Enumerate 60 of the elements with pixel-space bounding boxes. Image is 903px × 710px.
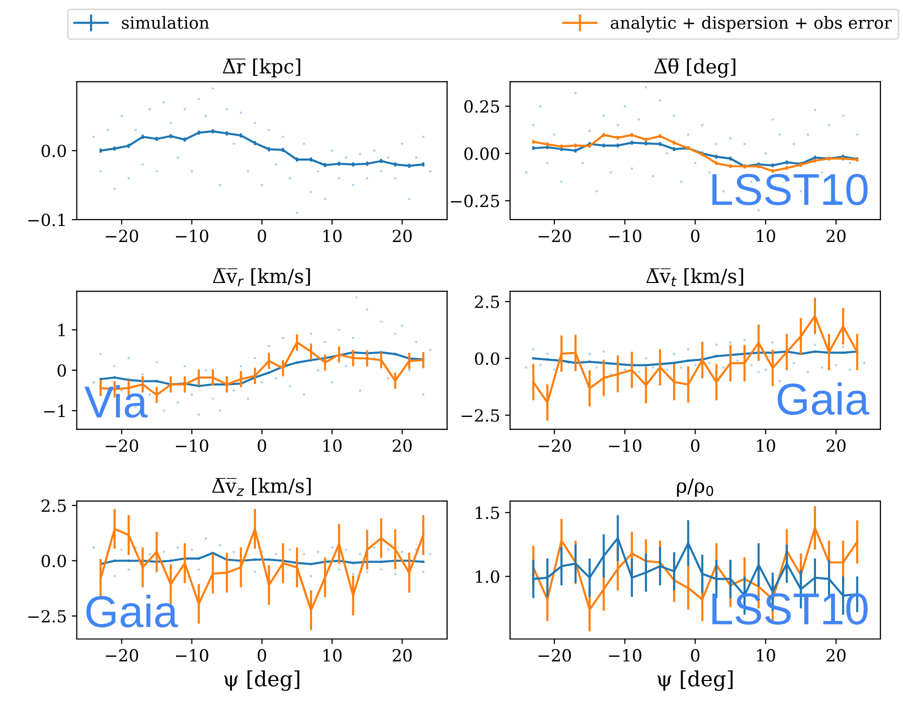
x-tick-label: −10 (609, 439, 642, 452)
annotation: Gaia (86, 594, 178, 628)
x-tick-label: −10 (609, 230, 642, 242)
x-tick-label: 20 (826, 439, 846, 452)
x-tick-label: 20 (826, 230, 846, 242)
y-tick-label: 2.5 (42, 499, 66, 512)
y-tick-label: 1.5 (476, 506, 500, 520)
x-tick-label: −20 (106, 649, 138, 662)
chart-title: Δ̅v̅$_{t}$ [km/s] (646, 268, 744, 286)
y-tick-label: 0 (58, 364, 66, 377)
x-tick-label: 20 (392, 649, 412, 662)
x-axis-title: ψ [deg] (657, 670, 733, 691)
x-tick-label: −20 (538, 649, 571, 662)
chart-title: ρ/ρ$_{0}$ (677, 478, 714, 497)
y-tick-label: 0.0 (474, 352, 500, 365)
y-tick-label: 0.0 (42, 144, 66, 158)
annotation: Gaia (778, 382, 870, 415)
y-tick-label: −1 (44, 404, 65, 418)
x-tick-label: 0 (258, 439, 266, 452)
chart-title: Δ̅r̅ [kpc] (222, 58, 300, 78)
y-tick-label: 1 (58, 324, 65, 336)
x-tick-label: −10 (176, 439, 208, 452)
x-tick-label: −20 (106, 230, 138, 242)
chart-title: Δ̅v̅$_{z}$ [km/s] (212, 478, 311, 496)
legend-label: analytic + dispersion + obs error (610, 16, 892, 32)
y-tick-label: −2.5 (28, 610, 66, 623)
annotation: Via (84, 385, 148, 418)
annotation: LSST10 (712, 174, 868, 206)
x-axis-title: ψ [deg] (224, 670, 300, 691)
x-tick-label: −10 (176, 230, 208, 242)
y-tick-label: 0.00 (464, 147, 500, 160)
chart-title: Δ̅v̅$_{r}$ [km/s] (212, 268, 310, 286)
x-tick-label: −20 (106, 439, 138, 452)
legend-label: simulation (122, 16, 210, 29)
y-tick-label: 2.5 (474, 296, 500, 308)
x-tick-label: 0 (691, 649, 700, 662)
y-tick-label: 0.0 (42, 554, 66, 568)
x-tick-label: 20 (392, 439, 412, 452)
x-tick-label: 0 (258, 649, 266, 662)
y-tick-label: 1.0 (476, 570, 500, 583)
y-tick-label: −2.5 (462, 409, 500, 422)
x-tick-label: 0 (691, 230, 700, 242)
y-tick-label: 0.25 (464, 100, 500, 113)
x-tick-label: 10 (757, 439, 776, 452)
x-tick-label: 10 (324, 439, 342, 452)
x-tick-label: 20 (826, 649, 846, 662)
x-tick-label: 0 (691, 439, 700, 452)
y-tick-label: −0.25 (451, 194, 500, 208)
x-tick-label: 20 (392, 230, 412, 242)
x-tick-label: −10 (176, 649, 208, 662)
x-tick-label: 0 (258, 230, 266, 242)
x-tick-label: 10 (324, 649, 342, 662)
y-tick-label: −0.1 (28, 214, 65, 226)
x-tick-label: 10 (324, 230, 342, 242)
chart-title: Δ̅θ̅ [deg] (654, 58, 736, 78)
x-tick-label: −20 (538, 439, 571, 452)
x-tick-label: 10 (757, 230, 776, 242)
x-tick-label: −10 (609, 649, 642, 662)
x-tick-label: −20 (538, 230, 571, 242)
x-tick-label: 10 (757, 649, 776, 662)
